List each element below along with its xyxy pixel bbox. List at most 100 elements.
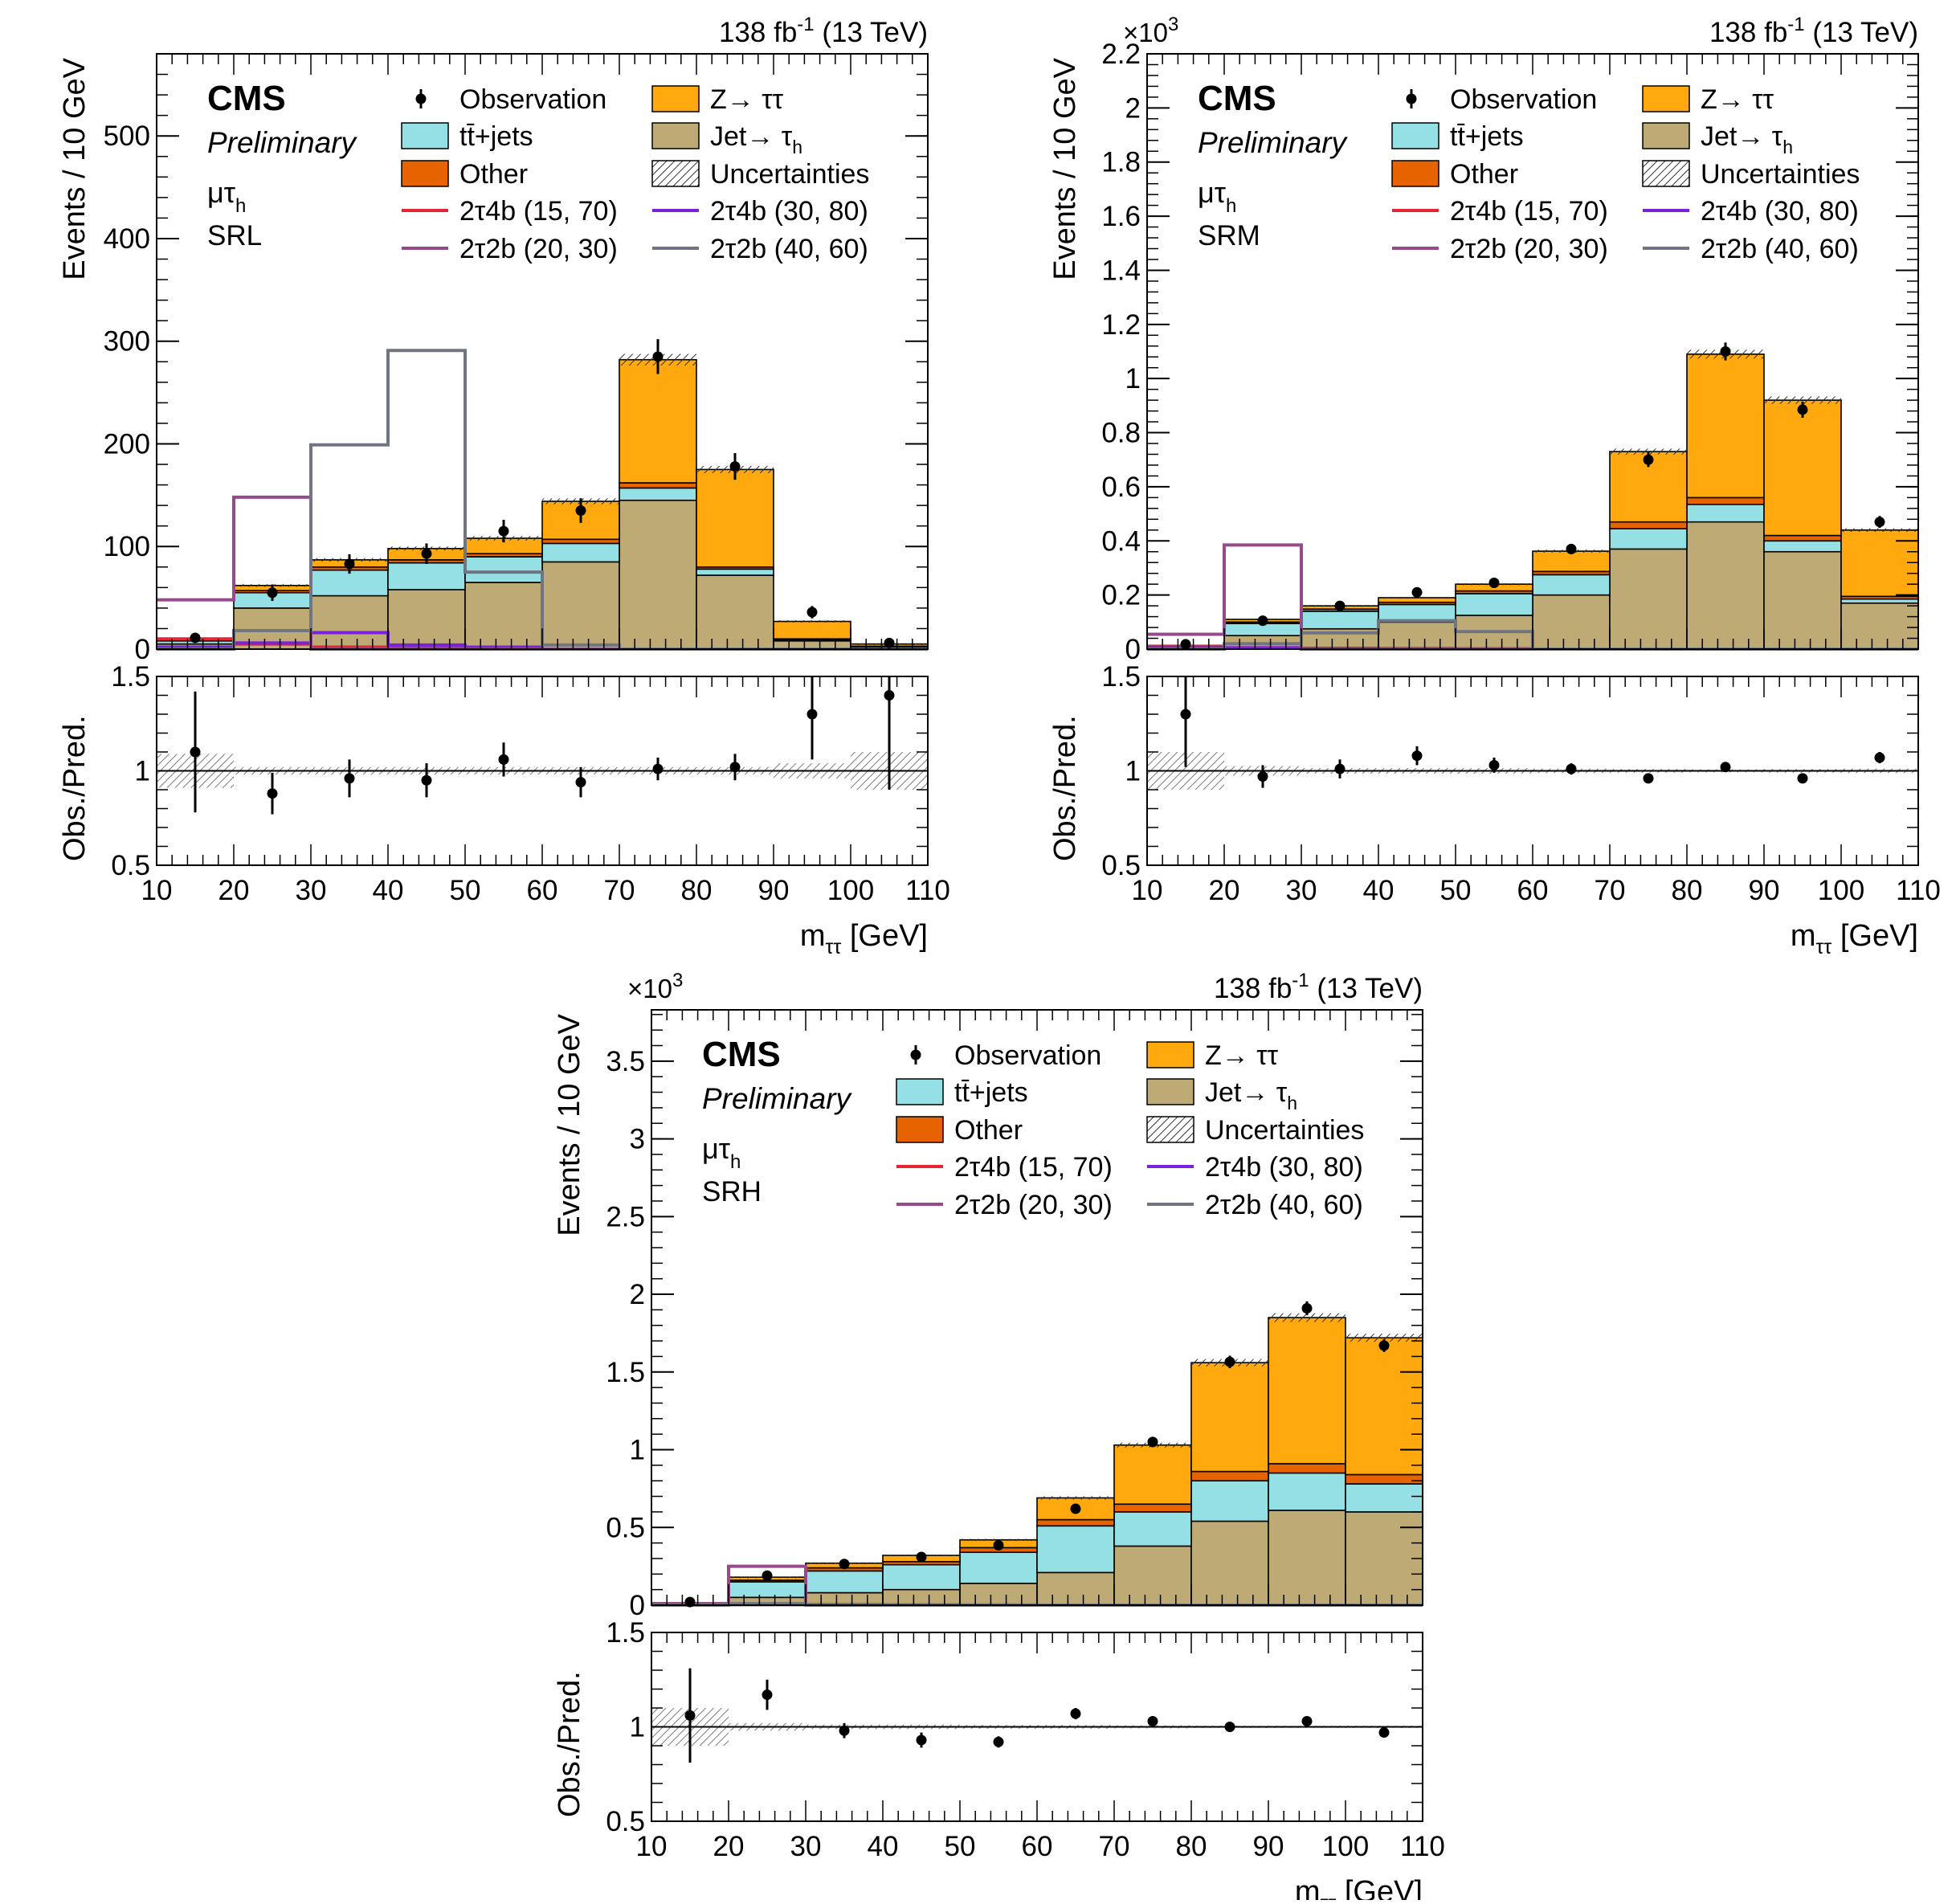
legend-label-ztt: Z→ ττ <box>1205 1040 1279 1071</box>
observation-point-bin-1 <box>762 1571 773 1581</box>
bar-ttbar-bin-5 <box>1533 574 1610 594</box>
y-tick-label: 1 <box>630 1435 645 1466</box>
observation-point-bin-2 <box>1335 601 1346 611</box>
cms-label: CMS <box>702 1035 781 1074</box>
x-tick-label: 40 <box>1363 875 1395 906</box>
legend-swatch-other <box>896 1117 943 1142</box>
bar-ttbar-bin-5 <box>542 543 619 562</box>
ratio-point-bin-1 <box>762 1689 773 1700</box>
bar-ttbar-bin-7 <box>696 569 774 575</box>
observation-point-bin-8 <box>1302 1303 1313 1314</box>
observation-point-bin-8 <box>807 607 818 618</box>
observation-point-bin-3 <box>422 549 432 559</box>
energy-label: (13 TeV) <box>815 17 928 48</box>
ratio-point-bin-3 <box>1412 750 1423 761</box>
x-tick-label: 90 <box>1749 875 1780 906</box>
channel-subscript: h <box>730 1151 741 1173</box>
x-tick-label: 50 <box>945 1831 976 1862</box>
preliminary-label: Preliminary <box>1198 126 1349 159</box>
observation-point-bin-6 <box>653 351 664 362</box>
bar-jetfake-bin-6 <box>1114 1546 1191 1605</box>
uncertainty-band-bin-5 <box>1037 1497 1114 1500</box>
ratio-point-bin-3 <box>917 1734 927 1745</box>
x-axis-title: mττ [GeV] <box>800 919 928 958</box>
channel-subscript: h <box>1226 195 1236 217</box>
y-tick-label: 500 <box>104 121 150 152</box>
x-tick-label: 60 <box>1022 1831 1053 1862</box>
x-tick-label: 50 <box>450 875 481 906</box>
ratio-point-bin-0 <box>685 1710 696 1721</box>
legend-label-observation: Observation <box>1450 84 1597 115</box>
ratio-y-tick-label: 1 <box>630 1712 645 1743</box>
y-axis-title: Events / 10 GeV <box>58 57 92 280</box>
ratio-point-bin-4 <box>994 1737 1004 1747</box>
observation-point-bin-4 <box>994 1540 1004 1551</box>
legend-swatch-other <box>1392 161 1439 186</box>
legend-swatch-ztt <box>1147 1042 1194 1068</box>
bar-jetfake-bin-3 <box>883 1590 960 1605</box>
legend-swatch-ttbar <box>896 1079 943 1105</box>
ratio-point-bin-1 <box>267 788 278 799</box>
ratio-point-bin-6 <box>1148 1716 1158 1726</box>
y-tick-label: 400 <box>104 223 150 255</box>
bar-ztt-bin-9 <box>1346 1338 1423 1474</box>
bar-other-bin-8 <box>1764 536 1841 541</box>
observation-point-bin-4 <box>499 526 509 537</box>
bar-ztt-bin-8 <box>1268 1318 1346 1464</box>
ratio-y-tick-label: 1.5 <box>111 661 150 693</box>
bar-jetfake-bin-7 <box>1191 1522 1268 1605</box>
observation-point-bin-3 <box>917 1552 927 1563</box>
x-tick-label: 100 <box>827 875 874 906</box>
ratio-point-bin-5 <box>576 777 586 787</box>
ratio-point-bin-6 <box>653 764 664 774</box>
ratio-point-bin-7 <box>1721 762 1731 772</box>
y-axis-title: Events / 10 GeV <box>553 1013 586 1236</box>
bar-ttbar-bin-4 <box>960 1552 1037 1583</box>
ratio-point-bin-9 <box>1379 1727 1390 1738</box>
bar-ttbar-bin-5 <box>1037 1526 1114 1572</box>
observation-point-bin-5 <box>576 505 586 516</box>
bar-jetfake-bin-6 <box>619 501 696 649</box>
x-tick-label: 10 <box>1132 875 1163 906</box>
legend-swatch-jetfake <box>1643 123 1689 149</box>
y-tick-label: 2 <box>630 1279 645 1310</box>
observation-point-bin-9 <box>884 638 895 648</box>
lumi-superscript: -1 <box>1292 970 1309 991</box>
legend-marker-dot <box>911 1050 921 1060</box>
ratio-point-bin-5 <box>1566 764 1577 774</box>
observation-point-bin-5 <box>1566 544 1577 554</box>
legend-label-ztt: Z→ ττ <box>710 84 784 115</box>
ratio-point-bin-7 <box>730 762 741 772</box>
legend-label-s3: 2τ2b (20, 30) <box>459 234 618 264</box>
bar-ttbar-bin-3 <box>388 563 465 590</box>
bar-ttbar-bin-3 <box>883 1565 960 1590</box>
bar-jetfake-bin-5 <box>542 562 619 649</box>
x-tick-label: 80 <box>1176 1831 1207 1862</box>
bar-ttbar-bin-6 <box>619 488 696 500</box>
bar-jetfake-bin-2 <box>311 596 388 649</box>
legend-swatch-ttbar <box>1392 123 1439 149</box>
x-axis-title-subscript: ττ <box>1816 936 1832 958</box>
y-tick-label: 2 <box>1125 92 1141 124</box>
x-tick-label: 50 <box>1440 875 1472 906</box>
x-tick-label: 90 <box>1253 1831 1284 1862</box>
x-axis-title-subscript: ττ <box>1321 1892 1337 1900</box>
bar-jetfake-bin-3 <box>1378 622 1456 649</box>
x-tick-label: 20 <box>218 875 250 906</box>
channel-label: μτh <box>702 1132 741 1173</box>
energy-label: (13 TeV) <box>1309 973 1423 1004</box>
legend-label-s1: 2τ4b (15, 70) <box>459 196 618 227</box>
legend-swatch-unc <box>1643 161 1689 186</box>
observation-point-bin-6 <box>1644 455 1654 465</box>
ratio-point-bin-2 <box>839 1726 850 1736</box>
bar-ttbar-bin-2 <box>1301 611 1378 629</box>
bar-jetfake-bin-5 <box>1037 1572 1114 1605</box>
legend-label-subscript: h <box>1782 137 1793 157</box>
bar-ztt-bin-9 <box>1841 530 1918 597</box>
y-tick-label: 0.4 <box>1101 525 1141 557</box>
x-tick-label: 30 <box>790 1831 822 1862</box>
y-scale-factor: ×103 <box>1123 14 1178 47</box>
legend-swatch-ttbar <box>402 123 448 149</box>
